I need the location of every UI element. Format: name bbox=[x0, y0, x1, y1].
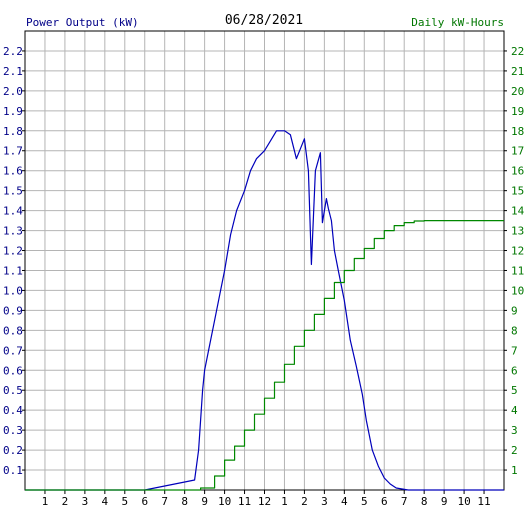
plot-frame bbox=[22, 30, 507, 494]
x-tick-label: 1 bbox=[281, 495, 288, 508]
x-tick-label: 2 bbox=[62, 495, 69, 508]
left-y-tick-label: 2.2 bbox=[3, 45, 23, 58]
x-tick-label: 12 bbox=[258, 495, 271, 508]
daily-energy-line bbox=[25, 220, 504, 491]
right-y-tick-label: 9 bbox=[511, 304, 518, 317]
x-tick-label: 4 bbox=[341, 495, 348, 508]
x-tick-label: 1 bbox=[42, 495, 49, 508]
left-y-tick-label: 1.7 bbox=[3, 145, 23, 158]
right-y-tick-label: 19 bbox=[511, 105, 524, 118]
x-tick-label: 6 bbox=[381, 495, 388, 508]
left-y-tick-label: 0.5 bbox=[3, 384, 23, 397]
left-y-tick-label: 1.8 bbox=[3, 125, 23, 138]
x-tick-label: 9 bbox=[441, 495, 448, 508]
left-y-tick-label: 1.4 bbox=[3, 205, 23, 218]
x-tick-label: 8 bbox=[181, 495, 188, 508]
left-y-tick-label: 0.4 bbox=[3, 404, 23, 417]
right-y-tick-label: 2 bbox=[511, 444, 518, 457]
left-y-tick-label: 0.6 bbox=[3, 364, 23, 377]
x-tick-label: 10 bbox=[218, 495, 231, 508]
right-y-tick-label: 3 bbox=[511, 424, 518, 437]
right-y-tick-label: 20 bbox=[511, 85, 524, 98]
right-y-tick-label: 1 bbox=[511, 464, 518, 477]
x-tick-label: 5 bbox=[361, 495, 368, 508]
x-tick-label: 11 bbox=[477, 495, 490, 508]
power-output-line bbox=[25, 130, 504, 491]
right-y-tick-label: 11 bbox=[511, 264, 524, 277]
left-y-tick-label: 1.1 bbox=[3, 264, 23, 277]
left-y-tick-label: 0.8 bbox=[3, 324, 23, 337]
right-y-tick-label: 14 bbox=[511, 205, 525, 218]
x-tick-label: 4 bbox=[102, 495, 109, 508]
right-y-tick-label: 5 bbox=[511, 384, 518, 397]
left-y-tick-label: 0.3 bbox=[3, 424, 23, 437]
x-tick-label: 7 bbox=[161, 495, 168, 508]
right-y-tick-label: 7 bbox=[511, 344, 518, 357]
left-y-tick-label: 1.0 bbox=[3, 284, 23, 297]
x-tick-label: 3 bbox=[82, 495, 89, 508]
left-y-tick-label: 1.6 bbox=[3, 165, 23, 178]
right-y-tick-label: 12 bbox=[511, 245, 524, 258]
tick-labels: 1 2 3 4 5 6 7 8 9 10 11 12 1 2 3 4 5 6 7 8 9 10 110.10.20.30.4… bbox=[3, 45, 525, 508]
x-tick-label: 5 bbox=[121, 495, 128, 508]
left-y-tick-label: 1.2 bbox=[3, 245, 23, 258]
x-tick-label: 3 bbox=[321, 495, 328, 508]
left-y-tick-label: 0.7 bbox=[3, 344, 23, 357]
left-y-tick-label: 0.2 bbox=[3, 444, 23, 457]
right-y-tick-label: 13 bbox=[511, 225, 524, 238]
x-tick-label: 6 bbox=[141, 495, 148, 508]
right-y-tick-label: 17 bbox=[511, 145, 524, 158]
right-y-tick-label: 6 bbox=[511, 364, 518, 377]
right-y-tick-label: 22 bbox=[511, 45, 524, 58]
right-y-tick-label: 16 bbox=[511, 165, 524, 178]
x-tick-label: 9 bbox=[201, 495, 208, 508]
right-y-tick-label: 15 bbox=[511, 185, 524, 198]
left-y-tick-label: 2.0 bbox=[3, 85, 23, 98]
left-y-tick-label: 0.9 bbox=[3, 304, 23, 317]
left-y-tick-label: 1.5 bbox=[3, 185, 23, 198]
x-tick-label: 7 bbox=[401, 495, 408, 508]
chart-title: 06/28/2021 bbox=[225, 13, 303, 28]
grid-lines bbox=[25, 31, 504, 490]
right-y-tick-label: 18 bbox=[511, 125, 524, 138]
x-tick-label: 2 bbox=[301, 495, 308, 508]
left-y-tick-label: 2.1 bbox=[3, 65, 23, 78]
left-y-tick-label: 0.1 bbox=[3, 464, 23, 477]
series-layer bbox=[25, 130, 504, 491]
x-tick-label: 10 bbox=[457, 495, 470, 508]
right-y-tick-label: 21 bbox=[511, 65, 524, 78]
left-y-tick-label: 1.3 bbox=[3, 225, 23, 238]
left-y-tick-label: 1.9 bbox=[3, 105, 23, 118]
x-tick-label: 8 bbox=[421, 495, 428, 508]
left-axis-title: Power Output (kW) bbox=[26, 16, 139, 29]
right-y-tick-label: 10 bbox=[511, 284, 524, 297]
x-tick-label: 11 bbox=[238, 495, 251, 508]
right-y-tick-label: 4 bbox=[511, 404, 518, 417]
right-axis-title: Daily kW-Hours bbox=[411, 16, 504, 29]
right-y-tick-label: 8 bbox=[511, 324, 518, 337]
